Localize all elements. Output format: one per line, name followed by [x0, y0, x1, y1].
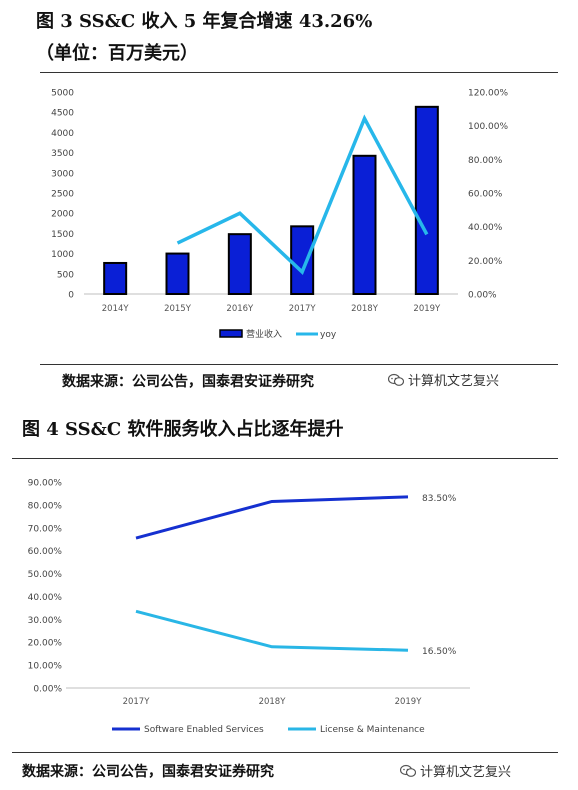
y-tick-label: 80.00% — [28, 501, 63, 511]
figure4-source: 数据来源：公司公告，国泰君安证券研究 — [22, 764, 274, 780]
y-tick-label: 70.00% — [28, 524, 63, 534]
figure4-chart: 83.50% 16.50% 0.00% 10.00% 20.00% 30.00% 40.0… — [28, 479, 470, 735]
wechat-icon — [388, 373, 404, 386]
y-tick-label: 90.00% — [28, 479, 63, 489]
figure3-watermark: 计算机文艺复兴 — [388, 370, 499, 389]
y-tick-label: 20.00% — [28, 639, 63, 649]
y-tick-label: 0.00% — [33, 685, 62, 695]
y-left-tick-label: 500 — [57, 270, 74, 280]
legend-ses-label: Software Enabled Services — [144, 725, 264, 735]
software-enabled-services-line — [135, 495, 409, 540]
revenue-bar — [103, 261, 128, 295]
y-left-tick-label: 1000 — [51, 250, 74, 260]
y-tick-label: 60.00% — [28, 547, 63, 557]
y-left-tick-label: 0 — [68, 291, 74, 301]
x-tick-label: 2018Y — [351, 304, 379, 314]
legend-revenue-swatch — [219, 329, 243, 338]
y-right-tick-label: 100.00% — [468, 122, 508, 132]
y-left-tick-label: 1500 — [51, 230, 74, 240]
y-left-tick-label: 3500 — [51, 149, 74, 159]
y-left-tick-label: 3000 — [51, 169, 74, 179]
watermark-text: 计算机文艺复兴 — [408, 374, 500, 389]
revenue-bar — [352, 154, 377, 296]
y-right-tick-label: 20.00% — [468, 257, 503, 267]
y-left-tick-label: 4000 — [51, 129, 74, 139]
figure3-chart: 0 500 1000 1500 2000 2500 3000 3500 4000 4500 5000… — [51, 89, 508, 341]
figure3-bottom-rule — [40, 364, 558, 365]
license-maintenance-line — [135, 609, 409, 652]
figure3-title: 图 3 SS&C 收入 5 年复合增速 43.26% — [36, 11, 373, 32]
y-tick-label: 10.00% — [28, 662, 63, 672]
legend-yoy-label: yoy — [320, 330, 337, 340]
figure4-bottom-rule — [12, 752, 558, 753]
y-right-tick-label: 60.00% — [468, 190, 503, 200]
x-tick-label: 2017Y — [289, 304, 317, 314]
figure3-unit-subtitle: （单位：百万美元） — [36, 43, 198, 64]
watermark-text: 计算机文艺复兴 — [420, 765, 512, 780]
y-tick-label: 30.00% — [28, 616, 63, 626]
y-right-tick-label: 120.00% — [468, 89, 508, 99]
x-tick-label: 2016Y — [226, 304, 254, 314]
figure3-source: 数据来源：公司公告，国泰君安证券研究 — [62, 374, 314, 390]
revenue-bar — [227, 233, 252, 296]
figure3-top-rule — [40, 72, 558, 73]
y-tick-label: 50.00% — [28, 570, 63, 580]
yoy-line — [176, 114, 429, 275]
revenue-bar — [165, 252, 190, 295]
end-data-label: 16.50% — [422, 647, 457, 657]
figure4-watermark: 计算机文艺复兴 — [400, 761, 511, 780]
revenue-bar — [414, 105, 439, 296]
legend-revenue-label: 营业收入 — [246, 328, 282, 340]
legend-lm-label: License & Maintenance — [320, 725, 425, 735]
figure4-top-rule — [12, 458, 558, 459]
y-tick-label: 40.00% — [28, 593, 63, 603]
figure4-title: 图 4 SS&C 软件服务收入占比逐年提升 — [22, 419, 344, 440]
y-left-tick-label: 2000 — [51, 210, 74, 220]
y-left-tick-label: 2500 — [51, 190, 74, 200]
y-left-tick-label: 5000 — [51, 89, 74, 99]
x-tick-label: 2018Y — [259, 697, 287, 707]
wechat-icon — [400, 764, 416, 777]
end-data-label: 83.50% — [422, 494, 457, 504]
y-right-tick-label: 0.00% — [468, 291, 497, 301]
x-tick-label: 2015Y — [164, 304, 192, 314]
x-tick-label: 2019Y — [395, 697, 423, 707]
x-tick-label: 2014Y — [102, 304, 130, 314]
x-tick-label: 2017Y — [123, 697, 151, 707]
revenue-bar — [290, 225, 315, 295]
y-right-tick-label: 80.00% — [468, 156, 503, 166]
y-left-tick-label: 4500 — [51, 109, 74, 119]
y-right-tick-label: 40.00% — [468, 223, 503, 233]
x-tick-label: 2019Y — [413, 304, 441, 314]
